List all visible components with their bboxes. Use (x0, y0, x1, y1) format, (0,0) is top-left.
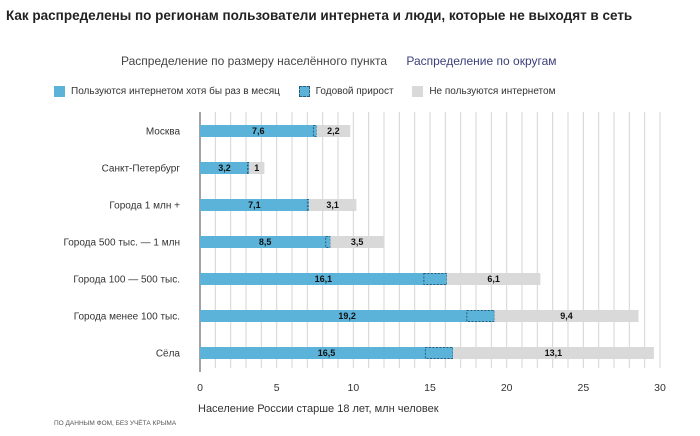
data-label-non-users: 3,1 (326, 200, 339, 210)
legend-swatch-users (54, 86, 65, 97)
bar-growth (247, 162, 250, 174)
bar-non-users (446, 273, 541, 285)
tab-by-district[interactable]: Распределение по округам (406, 54, 557, 68)
tab-bar: Распределение по размеру населённого пун… (121, 54, 573, 68)
bar-users (200, 310, 495, 322)
bar-non-users (308, 199, 357, 211)
tab-by-settlement-size[interactable]: Распределение по размеру населённого пун… (121, 54, 388, 68)
data-label-users: 7,1 (248, 200, 261, 210)
category-label: Города менее 100 тыс. (74, 312, 180, 323)
legend-item-non-users: Не пользуются интернетом (412, 86, 555, 97)
x-tick-label: 0 (197, 382, 203, 394)
data-label-users: 8,5 (259, 237, 272, 247)
data-label-users: 16,1 (315, 274, 333, 284)
bar-growth (423, 273, 448, 285)
bar-non-users (316, 125, 351, 137)
category-label: Санкт-Петербург (102, 163, 181, 175)
data-label-non-users: 3,5 (351, 237, 364, 247)
data-label-users: 19,2 (338, 311, 356, 321)
bar-non-users (249, 162, 265, 174)
category-label: Москва (146, 127, 181, 138)
x-tick-label: 20 (501, 382, 513, 394)
bar-users (200, 199, 309, 211)
bar-growth (424, 347, 454, 359)
data-label-non-users: 1 (254, 163, 259, 173)
data-label-users: 16,5 (318, 348, 336, 358)
bar-users (200, 273, 447, 285)
category-label: Города 1 млн + (109, 201, 180, 212)
x-tick-label: 10 (347, 382, 359, 394)
legend-label-users: Пользуются интернетом хотя бы раз в меся… (71, 86, 280, 97)
x-tick-label: 25 (577, 382, 589, 394)
bar-users (200, 125, 317, 137)
x-tick-label: 30 (654, 382, 666, 394)
data-label-non-users: 2,2 (327, 126, 340, 136)
bar-growth (466, 310, 495, 322)
x-tick-label: 5 (274, 382, 280, 394)
chart-title: Как распределены по регионам пользовател… (6, 8, 633, 23)
bar-non-users (453, 347, 654, 359)
x-axis-label: Население России старше 18 лет, млн чело… (198, 403, 439, 415)
category-label: Города 100 — 500 тыс. (73, 275, 180, 286)
legend-swatch-non-users (412, 86, 424, 97)
legend-item-users: Пользуются интернетом хотя бы раз в меся… (54, 86, 280, 97)
legend-item-growth: Годовой прирост (298, 86, 394, 97)
legend: Пользуются интернетом хотя бы раз в меся… (54, 86, 571, 100)
category-label: Сёла (156, 349, 181, 360)
legend-label-non-users: Не пользуются интернетом (429, 86, 556, 97)
data-label-non-users: 6,1 (487, 274, 500, 284)
bar-growth (325, 236, 331, 248)
bar-non-users (330, 236, 384, 248)
legend-swatch-growth (298, 86, 310, 97)
legend-label-growth: Годовой прирост (315, 86, 394, 97)
bar-users (200, 162, 250, 174)
data-label-users: 3,2 (218, 163, 231, 173)
data-label-users: 7,6 (252, 126, 265, 136)
category-label: Города 500 тыс. — 1 млн (63, 238, 180, 249)
bar-growth (306, 199, 310, 211)
x-tick-label: 15 (424, 382, 436, 394)
bar-non-users (494, 310, 639, 322)
bar-users (200, 347, 453, 359)
data-label-non-users: 13,1 (545, 348, 563, 358)
source-footnote: По данным ФОМ, без учёта Крыма (54, 420, 177, 427)
data-label-non-users: 9,4 (560, 311, 573, 321)
bar-users (200, 236, 331, 248)
bar-growth (312, 125, 318, 137)
